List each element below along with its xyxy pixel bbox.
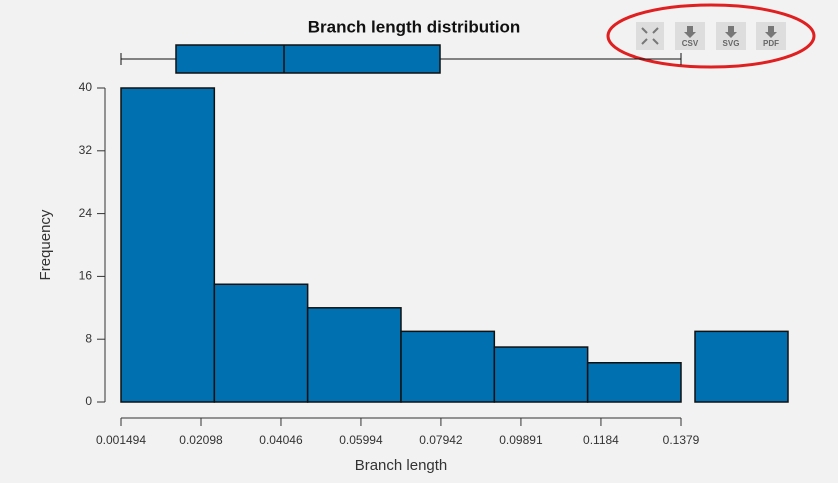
- x-tick-label: 0.07942: [419, 433, 463, 447]
- box: [175, 44, 441, 74]
- bar: [493, 346, 589, 403]
- y-tick-label: 0: [85, 394, 92, 408]
- bar: [120, 87, 216, 403]
- download-icon: [725, 26, 737, 38]
- bar: [306, 307, 402, 403]
- bar: [213, 283, 309, 403]
- chart-title: Branch length distribution: [308, 17, 521, 36]
- y-tick-label: 16: [79, 269, 93, 283]
- x-tick-label: 0.05994: [339, 433, 383, 447]
- highlight-circle: [606, 3, 816, 69]
- y-tick-label: 8: [85, 331, 92, 345]
- overflow-bar: [694, 330, 789, 403]
- bar: [400, 330, 496, 403]
- button-label: SVG: [723, 39, 740, 48]
- x-tick-label: 0.1184: [583, 433, 619, 447]
- x-axis-label: Branch length: [355, 457, 448, 474]
- bar: [586, 362, 682, 403]
- button-label: CSV: [682, 39, 699, 48]
- toolbar: CSV SVG PDF: [606, 3, 816, 69]
- expand-icon: [641, 27, 659, 45]
- fullscreen-button[interactable]: [636, 22, 664, 50]
- button-label: PDF: [763, 39, 779, 48]
- x-tick-label: 0.02098: [179, 433, 223, 447]
- x-tick-label: 0.04046: [259, 433, 303, 447]
- y-tick-label: 24: [79, 206, 93, 220]
- y-tick-label: 32: [79, 143, 93, 157]
- download-icon: [684, 26, 696, 38]
- y-axis-label: Frequency: [37, 209, 54, 280]
- x-tick-label: 0.09891: [499, 433, 543, 447]
- x-tick-label: 0.001494: [96, 433, 146, 447]
- y-tick-label: 40: [79, 80, 93, 94]
- x-tick-label: 0.1379: [663, 433, 700, 447]
- download-icon: [765, 26, 777, 38]
